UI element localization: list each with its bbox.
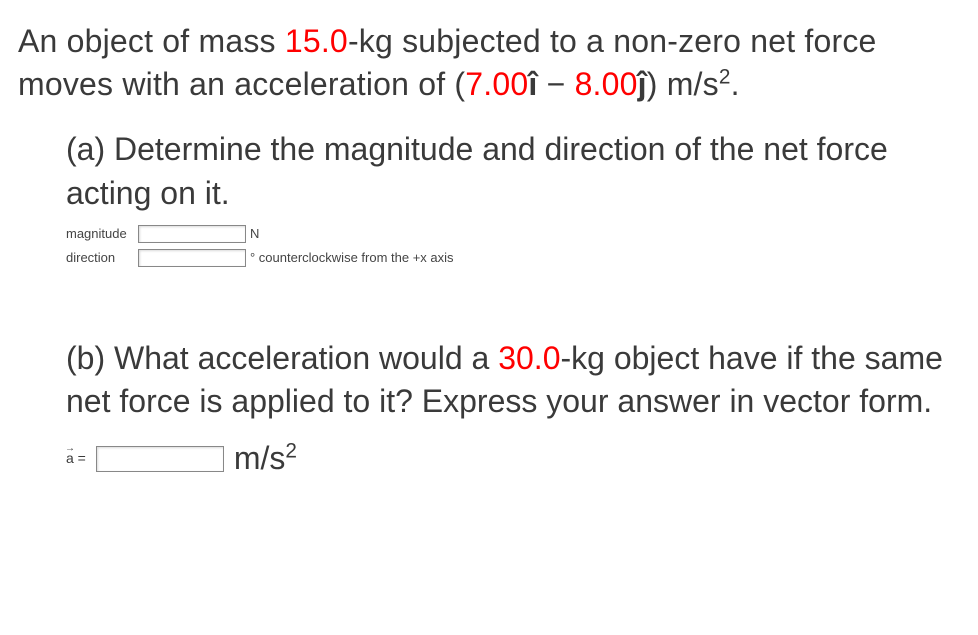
part-b: (b) What acceleration would a 30.0-kg ob… — [66, 337, 960, 481]
text-seg: (b) What acceleration would a — [66, 340, 498, 376]
text-seg: . — [731, 66, 740, 102]
unit-text: m/s — [234, 440, 286, 476]
acceleration-input[interactable] — [96, 446, 224, 472]
part-a-question: (a) Determine the magnitude and directio… — [66, 128, 960, 214]
mass-value: 15.0 — [285, 23, 348, 59]
text-seg: − — [537, 66, 574, 102]
magnitude-row: magnitude N — [66, 225, 960, 243]
direction-row: direction ° counterclockwise from the +x… — [66, 249, 960, 267]
superscript: 2 — [719, 66, 731, 89]
vector-arrow-icon: → — [65, 442, 75, 456]
mass-value-b: 30.0 — [498, 340, 560, 376]
magnitude-input[interactable] — [138, 225, 246, 243]
text-seg: ) m/s — [647, 66, 719, 102]
accel-y: 8.00 — [575, 66, 638, 102]
direction-label: direction — [66, 249, 138, 267]
accel-unit: m/s2 — [234, 437, 297, 480]
text-seg: An object of mass — [18, 23, 285, 59]
part-b-answer-row: → a = m/s2 — [66, 437, 960, 480]
direction-unit: ° counterclockwise from the +x axis — [250, 249, 454, 267]
part-a: (a) Determine the magnitude and directio… — [66, 128, 960, 266]
j-hat: ĵ — [638, 66, 647, 102]
superscript: 2 — [285, 439, 297, 462]
magnitude-label: magnitude — [66, 225, 138, 243]
direction-input[interactable] — [138, 249, 246, 267]
part-b-question: (b) What acceleration would a 30.0-kg ob… — [66, 337, 960, 423]
problem-statement: An object of mass 15.0-kg subjected to a… — [18, 20, 960, 106]
accel-x: 7.00 — [465, 66, 528, 102]
magnitude-unit: N — [250, 225, 259, 243]
vector-a-symbol: → a = — [66, 449, 86, 468]
